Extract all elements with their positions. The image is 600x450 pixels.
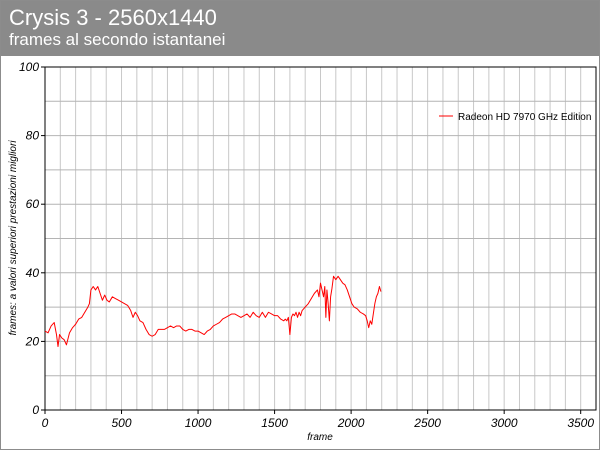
chart-grid (45, 67, 596, 410)
plot-area (44, 66, 597, 411)
y-tick-label: 80 (26, 129, 40, 143)
x-tick-label: 2000 (337, 416, 365, 430)
legend-label: Radeon HD 7970 GHz Edition (458, 112, 591, 123)
x-tick-label: 3000 (491, 416, 518, 430)
chart-series (44, 275, 382, 348)
line-chart: 0 500 1000 1500 2000 2500 3000 3500 0 20 40 60 80 100… (8, 60, 597, 443)
chart-legend: Radeon HD 7970 GHz Edition (439, 112, 591, 123)
y-tick-label: 40 (26, 266, 40, 280)
x-tick-label: 2500 (413, 416, 441, 430)
y-tick-label: 100 (19, 60, 39, 74)
series-line (44, 275, 382, 348)
x-tick-label: 0 (42, 416, 49, 430)
x-tick-label: 1000 (185, 416, 212, 430)
x-axis-label: frame (307, 432, 333, 443)
x-tick-label: 1500 (261, 416, 288, 430)
y-tick-label: 0 (32, 403, 39, 417)
y-tick-label: 60 (26, 197, 40, 211)
chart-title: Crysis 3 - 2560x1440 (9, 5, 217, 30)
chart-subtitle: frames al secondo istantanei (9, 30, 226, 49)
chart-header: Crysis 3 - 2560x1440 frames al secondo i… (1, 1, 599, 56)
y-tick-label: 20 (25, 334, 40, 348)
x-tick-label: 3500 (567, 416, 594, 430)
axis-ticks: 0 500 1000 1500 2000 2500 3000 3500 0 20 40 60 80 100 (19, 60, 594, 430)
y-axis-label: frames: a valori superiori prestazioni m… (8, 140, 19, 336)
x-tick-label: 500 (112, 416, 132, 430)
